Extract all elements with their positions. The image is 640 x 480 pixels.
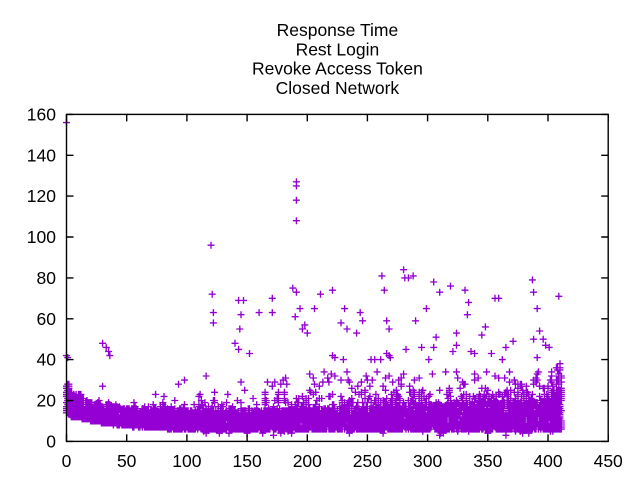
svg-text:140: 140 bbox=[27, 145, 56, 165]
svg-text:40: 40 bbox=[37, 350, 57, 370]
svg-text:450: 450 bbox=[594, 451, 623, 471]
svg-text:100: 100 bbox=[27, 227, 56, 247]
svg-text:Rest Login: Rest Login bbox=[296, 39, 380, 59]
svg-text:250: 250 bbox=[353, 451, 382, 471]
svg-text:100: 100 bbox=[172, 451, 201, 471]
svg-text:Revoke Access Token: Revoke Access Token bbox=[252, 59, 423, 79]
svg-text:150: 150 bbox=[232, 451, 261, 471]
svg-text:350: 350 bbox=[473, 451, 502, 471]
svg-text:200: 200 bbox=[293, 451, 322, 471]
svg-text:0: 0 bbox=[46, 431, 56, 451]
svg-text:160: 160 bbox=[27, 104, 56, 124]
svg-text:60: 60 bbox=[37, 309, 57, 329]
svg-text:400: 400 bbox=[533, 451, 562, 471]
svg-text:80: 80 bbox=[37, 268, 57, 288]
svg-text:50: 50 bbox=[117, 451, 137, 471]
svg-text:20: 20 bbox=[37, 391, 57, 411]
svg-text:Response Time: Response Time bbox=[277, 20, 399, 40]
svg-text:0: 0 bbox=[62, 451, 72, 471]
svg-text:Closed Network: Closed Network bbox=[276, 78, 400, 98]
svg-text:120: 120 bbox=[27, 186, 56, 206]
svg-text:300: 300 bbox=[413, 451, 442, 471]
